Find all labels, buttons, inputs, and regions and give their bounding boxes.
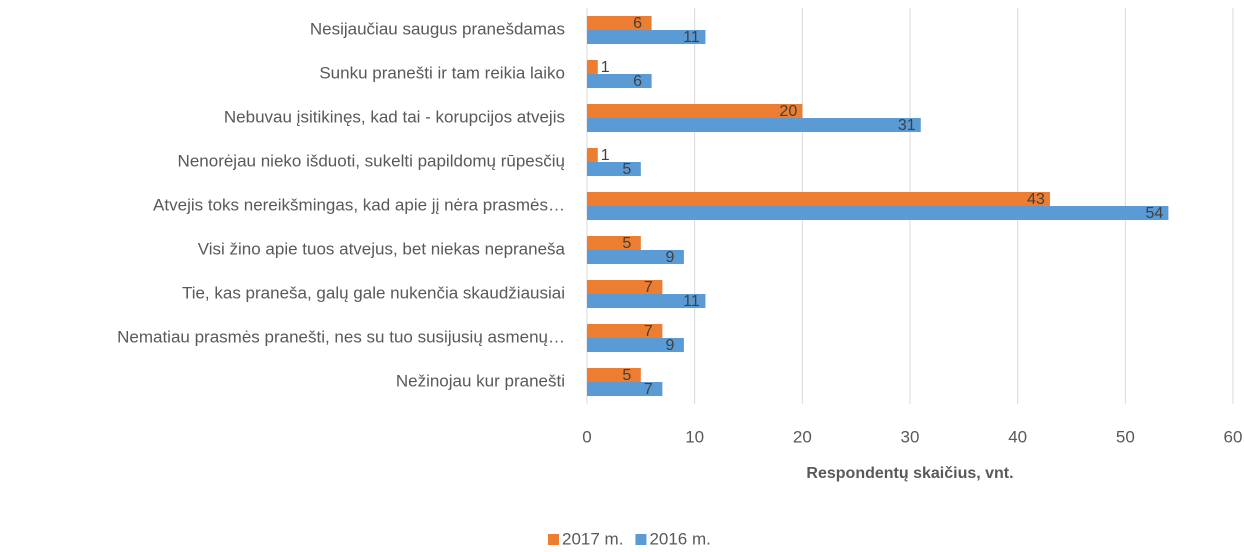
data-label: 5 [622, 161, 631, 178]
y-tick-label: Nenorėjau nieko išduoti, sukelti papildo… [178, 151, 565, 170]
data-label: 5 [622, 235, 631, 252]
x-tick-label: 40 [1008, 427, 1027, 446]
bar [587, 16, 652, 30]
data-label: 31 [898, 117, 916, 134]
x-axis-title: Respondentų skaičius, vnt. [806, 465, 1013, 482]
data-label: 9 [665, 249, 674, 266]
bar [587, 74, 652, 88]
bar [587, 104, 803, 118]
y-tick-label: Nesijaučiau saugus pranešdamas [310, 19, 565, 38]
data-label: 54 [1146, 205, 1164, 222]
x-tick-label: 50 [1116, 427, 1135, 446]
y-tick-label: Atvejis toks nereikšmingas, kad apie jį … [153, 195, 565, 214]
data-label: 7 [644, 323, 653, 340]
data-label: 6 [633, 15, 642, 32]
bar [587, 324, 663, 338]
bar [587, 236, 641, 250]
x-tick-label: 60 [1224, 427, 1243, 446]
bar [587, 148, 598, 162]
data-label: 1 [601, 59, 610, 76]
data-label: 7 [644, 381, 653, 398]
bar [587, 60, 598, 74]
bar [587, 30, 706, 44]
data-label: 11 [683, 29, 700, 46]
data-label: 1 [601, 147, 610, 164]
y-tick-label: Nematiau prasmės pranešti, nes su tuo su… [117, 327, 565, 346]
data-label: 43 [1027, 191, 1045, 208]
data-label: 20 [779, 103, 797, 120]
x-tick-label: 0 [582, 427, 591, 446]
bar [587, 118, 921, 132]
data-label: 11 [683, 293, 700, 310]
bar [587, 368, 641, 382]
legend-label: 2016 m. [649, 529, 710, 548]
bar [587, 192, 1050, 206]
bar [587, 294, 706, 308]
x-tick-label: 10 [685, 427, 704, 446]
data-label: 7 [644, 279, 653, 296]
bar [587, 382, 663, 396]
bar [587, 338, 684, 352]
data-label: 9 [665, 337, 674, 354]
x-tick-label: 30 [901, 427, 920, 446]
x-tick-label: 20 [793, 427, 812, 446]
bar [587, 206, 1169, 220]
legend-swatch [548, 534, 559, 545]
y-tick-label: Visi žino apie tuos atvejus, bet niekas … [198, 239, 566, 258]
legend-label: 2017 m. [562, 529, 623, 548]
bar [587, 280, 663, 294]
y-tick-label: Sunku pranešti ir tam reikia laiko [319, 63, 565, 82]
bar [587, 250, 684, 264]
data-label: 6 [633, 73, 642, 90]
y-tick-label: Tie, kas praneša, galų gale nukenčia ska… [182, 283, 565, 302]
y-tick-label: Nebuvau įsitikinęs, kad tai - korupcijos… [224, 107, 565, 126]
legend-swatch [635, 534, 647, 545]
bar [587, 162, 641, 176]
y-tick-label: Nežinojau kur pranešti [396, 371, 565, 390]
data-label: 5 [622, 367, 631, 384]
